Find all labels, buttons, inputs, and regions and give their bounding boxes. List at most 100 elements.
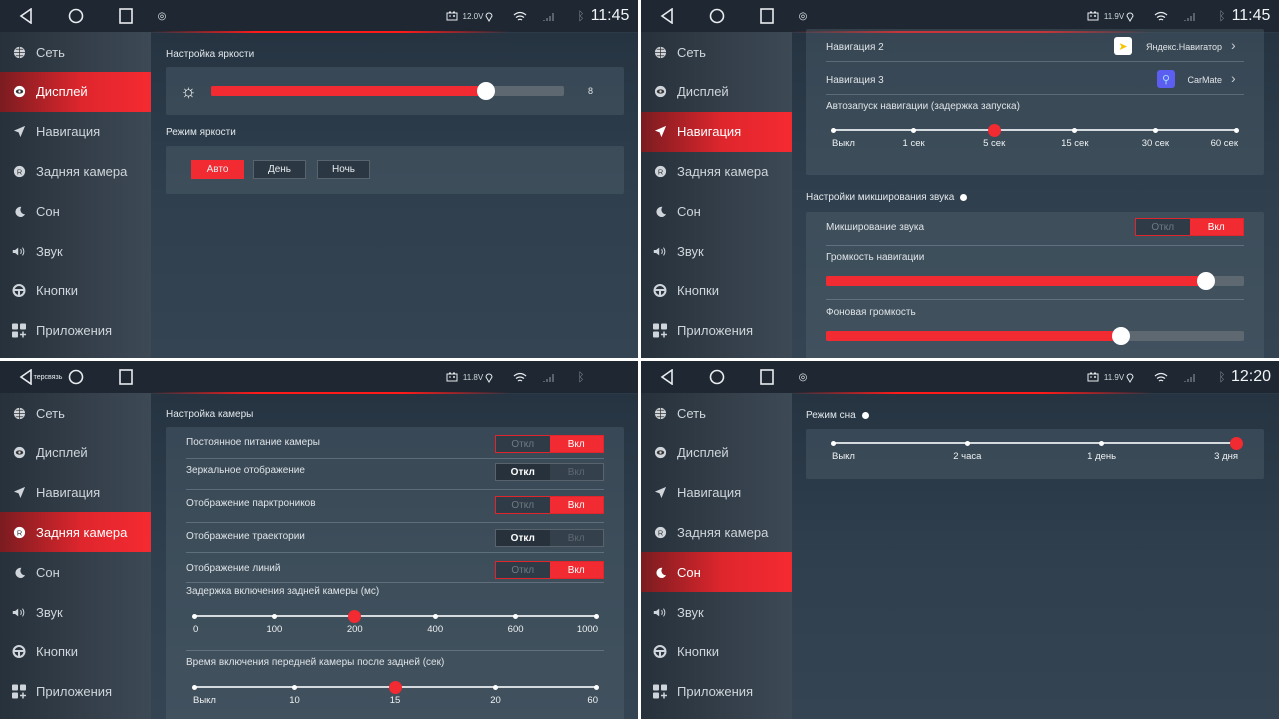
- sidebar-item[interactable]: Приложения: [641, 311, 792, 351]
- recent-apps-button[interactable]: [114, 3, 138, 29]
- sidebar-item[interactable]: Сон: [641, 552, 792, 593]
- toggle-off-option[interactable]: Откл: [1136, 219, 1190, 235]
- slider-stop-label[interactable]: 1 день: [1087, 451, 1117, 462]
- slider-stop-label[interactable]: 200: [346, 624, 363, 635]
- slider-stop[interactable]: [830, 441, 836, 446]
- recent-apps-button[interactable]: [755, 3, 779, 29]
- back-button[interactable]: [14, 3, 38, 29]
- autostart-delay-slider[interactable]: Выкл 1 сек 5 сек 15 сек 30 сек 60 сек: [830, 124, 1239, 154]
- back-button[interactable]: [655, 3, 679, 29]
- slider-stop[interactable]: [593, 685, 599, 690]
- front-camera-time-slider[interactable]: Выкл 10 15 20 60: [191, 681, 599, 711]
- slider-stop-label[interactable]: Выкл: [193, 695, 216, 706]
- navigation-app-row[interactable]: Навигация 2 ➤ Яндекс.Навигатор ›: [806, 37, 1264, 66]
- nav-volume-slider-thumb[interactable]: [1197, 272, 1216, 290]
- slider-stop[interactable]: [271, 614, 277, 619]
- slider-stop-label[interactable]: 30 сек: [1141, 138, 1170, 149]
- slider-stop[interactable]: [513, 614, 519, 619]
- slider-stop-label[interactable]: 15 сек: [1061, 138, 1089, 149]
- slider-stop-label[interactable]: 100: [266, 624, 283, 635]
- home-button[interactable]: [705, 3, 729, 29]
- sidebar-item[interactable]: R Задняя камера: [0, 151, 151, 191]
- recent-apps-button[interactable]: [114, 364, 138, 390]
- sidebar-item[interactable]: Приложения: [0, 311, 151, 351]
- sidebar-item[interactable]: Навигация: [0, 112, 151, 152]
- slider-stop-label[interactable]: Выкл: [832, 451, 855, 462]
- slider-stop-label[interactable]: 1000: [576, 624, 598, 635]
- toggle-on-option[interactable]: Вкл: [549, 464, 603, 480]
- sidebar-item[interactable]: Сеть: [0, 32, 151, 72]
- slider-stop[interactable]: [191, 614, 197, 619]
- toggle-on-option[interactable]: Вкл: [549, 530, 603, 546]
- rear-camera-delay-slider[interactable]: 0 100 200 400 600 1000: [191, 610, 599, 640]
- toggle-off-option[interactable]: Откл: [496, 436, 550, 452]
- sidebar-item[interactable]: R Задняя камера: [641, 151, 792, 191]
- sidebar-item[interactable]: Дисплей: [0, 71, 151, 112]
- toggle-on-option[interactable]: Вкл: [1189, 219, 1243, 235]
- sidebar-item[interactable]: Звук: [0, 592, 151, 632]
- camera-option-toggle[interactable]: Откл Вкл: [495, 496, 604, 514]
- sidebar-item[interactable]: Навигация: [641, 111, 792, 152]
- sidebar-item[interactable]: Кнопки: [0, 632, 151, 672]
- slider-stop[interactable]: [1152, 128, 1158, 133]
- sidebar-item[interactable]: Звук: [641, 592, 792, 632]
- slider-stop[interactable]: [432, 614, 438, 619]
- toggle-off-option[interactable]: Откл: [496, 562, 550, 578]
- sidebar-item[interactable]: R Задняя камера: [0, 512, 151, 553]
- slider-stop[interactable]: [1099, 441, 1105, 446]
- sidebar-item[interactable]: Звук: [641, 231, 792, 271]
- sidebar-item[interactable]: Кнопки: [641, 632, 792, 672]
- slider-thumb[interactable]: [1229, 437, 1243, 450]
- slider-stop-label[interactable]: 60 сек: [1210, 138, 1238, 149]
- bg-volume-slider-thumb[interactable]: [1111, 327, 1130, 345]
- slider-stop-label[interactable]: Выкл: [832, 138, 855, 149]
- camera-option-toggle[interactable]: Откл Вкл: [495, 435, 604, 453]
- toggle-on-option[interactable]: Вкл: [549, 497, 603, 513]
- sidebar-item[interactable]: Приложения: [641, 672, 792, 712]
- home-button[interactable]: [705, 364, 729, 390]
- slider-thumb[interactable]: [388, 681, 402, 694]
- slider-stop[interactable]: [292, 685, 297, 690]
- sidebar-item[interactable]: Звук: [0, 231, 151, 271]
- toggle-off-option[interactable]: Откл: [496, 497, 550, 513]
- slider-stop[interactable]: [830, 128, 836, 133]
- sidebar-item[interactable]: R Задняя камера: [641, 512, 792, 552]
- sidebar-item[interactable]: Сон: [0, 552, 151, 592]
- slider-stop-label[interactable]: 5 сек: [983, 138, 1006, 149]
- mode-button[interactable]: Ночь: [317, 160, 370, 179]
- slider-stop[interactable]: [1233, 128, 1239, 133]
- mode-button[interactable]: День: [253, 160, 306, 179]
- slider-stop-label[interactable]: 1 сек: [902, 138, 925, 149]
- slider-stop[interactable]: [191, 685, 197, 690]
- sidebar-item[interactable]: Сеть: [641, 393, 792, 433]
- back-button[interactable]: [655, 364, 679, 390]
- back-button[interactable]: [14, 364, 38, 390]
- sidebar-item[interactable]: Кнопки: [641, 271, 792, 311]
- slider-stop[interactable]: [964, 441, 970, 446]
- sidebar-item[interactable]: Сеть: [0, 393, 151, 433]
- slider-stop-label[interactable]: 600: [507, 624, 524, 635]
- toggle-on-option[interactable]: Вкл: [549, 436, 603, 452]
- slider-thumb[interactable]: [987, 124, 1001, 137]
- brightness-slider-thumb[interactable]: [477, 82, 496, 100]
- toggle-off-option[interactable]: Откл: [496, 530, 550, 546]
- sidebar-item[interactable]: Сон: [641, 191, 792, 231]
- bg-volume-slider[interactable]: [826, 327, 1244, 345]
- sidebar-item[interactable]: Навигация: [0, 473, 151, 513]
- navigation-app-row[interactable]: Навигация 3 ⚲ CarMate ›: [806, 70, 1264, 99]
- slider-stop-label[interactable]: 60: [587, 695, 598, 706]
- nav-volume-slider[interactable]: [826, 272, 1244, 290]
- slider-stop[interactable]: [493, 685, 498, 690]
- brightness-slider[interactable]: [211, 82, 564, 100]
- toggle-on-option[interactable]: Вкл: [549, 562, 603, 578]
- sidebar-item[interactable]: Навигация: [641, 473, 792, 513]
- mode-button[interactable]: Авто: [191, 160, 244, 179]
- sidebar-item[interactable]: Кнопки: [0, 271, 151, 311]
- slider-stop[interactable]: [1072, 128, 1078, 133]
- slider-stop-label[interactable]: 3 дня: [1214, 451, 1238, 462]
- slider-stop[interactable]: [911, 128, 917, 133]
- slider-stop[interactable]: [593, 614, 599, 619]
- toggle-off-option[interactable]: Откл: [496, 464, 550, 480]
- slider-stop-label[interactable]: 10: [289, 695, 300, 706]
- sleep-mode-slider[interactable]: Выкл 2 часа 1 день 3 дня: [830, 437, 1243, 467]
